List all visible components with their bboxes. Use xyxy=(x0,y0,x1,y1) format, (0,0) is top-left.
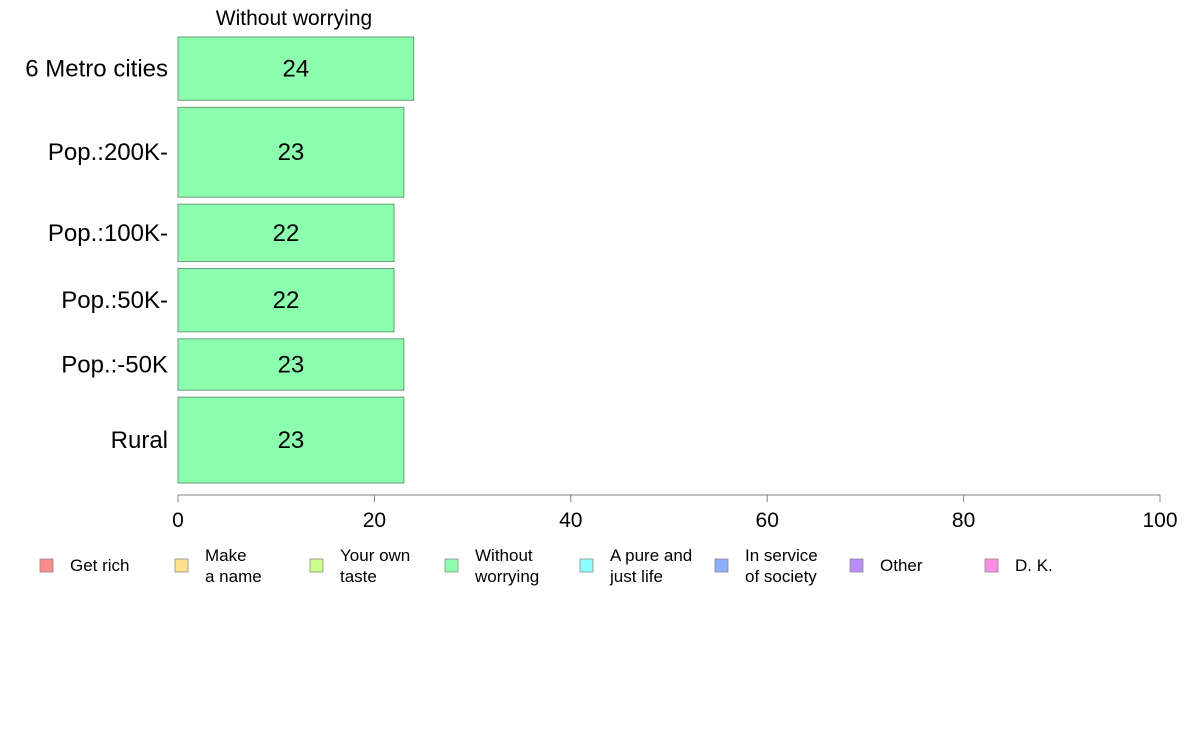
x-tick-label: 80 xyxy=(952,509,975,532)
legend: Get rich Make a name Your own taste Without wo… xyxy=(39,546,1053,586)
category-label: Rural xyxy=(111,427,168,454)
category-label: Pop.:200K- xyxy=(48,139,168,166)
x-tick-label: 100 xyxy=(1142,509,1177,532)
legend-swatch xyxy=(309,558,324,573)
legend-swatch xyxy=(714,558,729,573)
bar-value-label: 22 xyxy=(273,220,300,247)
legend-label: Your own taste xyxy=(340,546,410,586)
legend-label: Other xyxy=(880,556,923,575)
x-axis: 0 20 40 60 80 100 xyxy=(172,494,1178,532)
bar-value-label: 23 xyxy=(278,139,305,166)
legend-label: A pure and just life xyxy=(609,546,692,586)
bar-4 xyxy=(177,338,405,391)
bar-value-label: 22 xyxy=(273,287,300,314)
bar-value-label: 24 xyxy=(282,56,309,83)
legend-label: In service of society xyxy=(745,546,818,586)
legend-swatch xyxy=(579,558,594,573)
legend-swatch xyxy=(174,558,189,573)
bar-value-label: 23 xyxy=(278,427,305,454)
x-tick-label: 0 xyxy=(172,509,184,532)
category-label: Pop.:50K- xyxy=(61,287,168,314)
legend-swatch xyxy=(984,558,999,573)
legend-label: Get rich xyxy=(70,556,130,575)
x-tick-label: 20 xyxy=(363,509,386,532)
category-label: Pop.:100K- xyxy=(48,220,168,247)
legend-swatch xyxy=(39,558,54,573)
category-label: Pop.:-50K xyxy=(61,351,168,378)
x-tick-label: 40 xyxy=(559,509,582,532)
bar-5 xyxy=(177,396,405,484)
bar-1 xyxy=(177,106,405,198)
bar-value-label: 23 xyxy=(278,351,305,378)
bar-0 xyxy=(177,36,415,101)
chart-title: Without worrying xyxy=(216,7,372,30)
legend-label: Without worrying xyxy=(474,546,539,586)
bars-group: 24 6 Metro cities 23 Pop.:200K- 22 Pop.:100K-… xyxy=(25,36,415,484)
legend-swatch xyxy=(849,558,864,573)
x-tick-label: 60 xyxy=(756,509,779,532)
bar-2 xyxy=(177,203,395,263)
legend-swatch xyxy=(444,558,459,573)
bar-3 xyxy=(177,268,395,333)
legend-label: Make a name xyxy=(205,546,262,586)
category-label: 6 Metro cities xyxy=(25,56,168,83)
legend-label: D. K. xyxy=(1015,556,1053,575)
